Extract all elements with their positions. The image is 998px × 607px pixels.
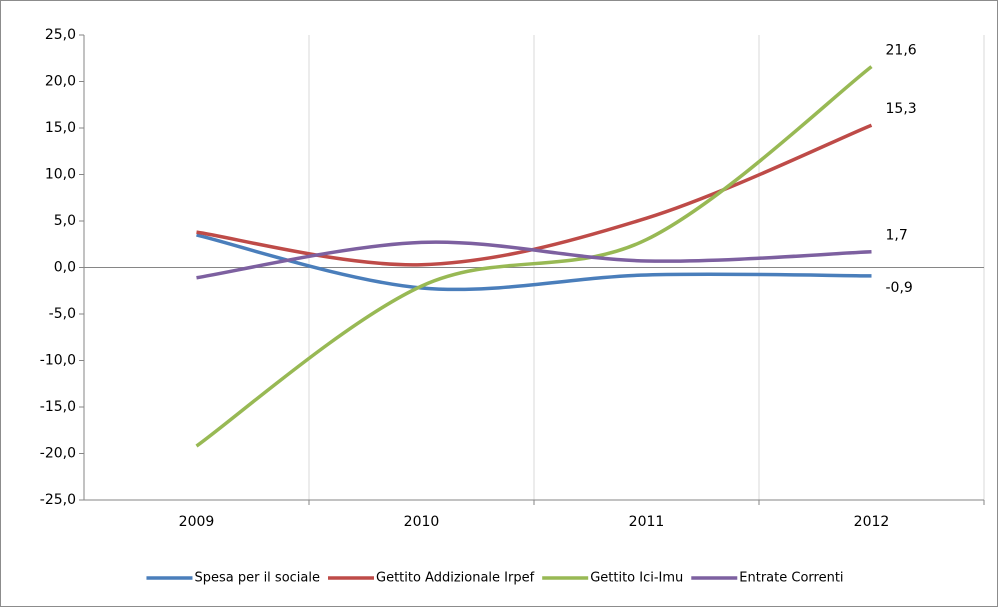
series-line (196, 240, 872, 280)
x-tick-label: 2012 (854, 514, 890, 530)
legend-label: Entrate Correnti (739, 571, 843, 586)
legend-label: Gettito Addizionale Irpef (376, 571, 535, 586)
x-tick-label: 2011 (629, 514, 665, 530)
data-label: -0,9 (886, 280, 913, 296)
legend: Spesa per il sociale Gettito Addizionale … (146, 571, 844, 586)
y-tick-label: -5,0 (49, 306, 76, 322)
legend-item: Gettito Addizionale Irpef (328, 571, 535, 586)
legend-item: Gettito Ici-Imu (542, 571, 683, 586)
data-label: 1,7 (886, 228, 908, 244)
x-tick-label: 2009 (179, 514, 215, 530)
y-tick-label: 10,0 (45, 167, 76, 183)
y-tick-label: 5,0 (54, 213, 76, 229)
y-tick-label: -20,0 (40, 446, 76, 462)
y-tick-label: 15,0 (45, 120, 76, 136)
series-line (196, 233, 872, 292)
legend-label: Spesa per il sociale (194, 571, 320, 586)
legend-item: Spesa per il sociale (146, 571, 320, 586)
legend-item: Entrate Correnti (691, 571, 844, 586)
data-label: 15,3 (886, 101, 917, 117)
y-tick-label: -25,0 (40, 492, 76, 508)
y-tick-label: -10,0 (40, 353, 76, 369)
y-tick-label: -15,0 (40, 399, 76, 415)
x-tick-label: 2010 (404, 514, 440, 530)
legend-label: Gettito Ici-Imu (590, 571, 683, 586)
y-tick-label: 25,0 (45, 27, 76, 43)
series-line (195, 65, 873, 448)
y-tick-label: 0,0 (54, 260, 76, 276)
y-tick-label: 20,0 (45, 74, 76, 90)
data-label: 21,6 (886, 43, 917, 59)
